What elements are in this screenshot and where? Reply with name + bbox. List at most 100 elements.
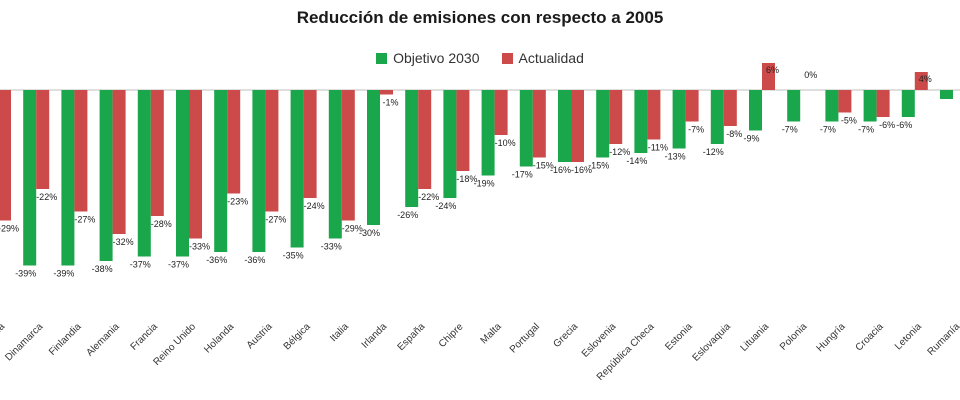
label-objetivo-16: -15%	[588, 161, 609, 171]
bar-objetivo-13	[481, 90, 495, 176]
legend-label-objetivo: Objetivo 2030	[393, 50, 480, 66]
bar-actualidad-6	[227, 90, 241, 194]
label-objetivo-8: -35%	[283, 251, 304, 261]
label-actualidad-20: 6%	[766, 65, 779, 75]
bar-actualidad-10	[380, 90, 393, 95]
bar-actualidad-13	[494, 90, 508, 135]
bar-actualidad-24	[914, 72, 928, 90]
bar-objetivo-17	[634, 90, 648, 153]
bar-objetivo-19	[710, 90, 724, 144]
label-objetivo-21: -7%	[782, 125, 798, 135]
bar-actualidad-20	[762, 63, 775, 90]
bar-objetivo-15	[558, 90, 571, 162]
bar-actualidad-23	[876, 90, 890, 117]
category-label-4: Francia	[129, 321, 161, 353]
label-actualidad-11: -22%	[418, 192, 439, 202]
bar-actualidad-3	[112, 90, 126, 234]
label-objetivo-11: -26%	[397, 210, 418, 220]
category-label-8: Bélgica	[282, 321, 313, 352]
label-objetivo-13: -19%	[474, 179, 495, 189]
bar-actualidad-16	[609, 90, 623, 144]
category-label-16: Eslovenia	[580, 321, 619, 360]
bar-actualidad-2	[74, 90, 88, 212]
label-actualidad-17: -11%	[648, 143, 668, 153]
bar-objetivo-21	[787, 90, 801, 122]
label-actualidad-23: -6%	[879, 120, 895, 130]
bar-objetivo-11	[405, 90, 419, 207]
category-label-23: Croacia	[854, 321, 886, 353]
label-actualidad-7: -27%	[265, 215, 286, 225]
bar-actualidad-15	[571, 90, 584, 162]
category-label-19: Eslovaquia	[691, 321, 734, 364]
label-objetivo-10: -30%	[359, 228, 380, 238]
category-label-6: Holanda	[202, 321, 236, 355]
bar-actualidad-4	[150, 90, 164, 216]
category-label-20: Lituania	[739, 321, 772, 354]
bar-objetivo-9	[328, 90, 342, 239]
label-actualidad-2: -27%	[74, 215, 95, 225]
bar-actualidad-18	[685, 90, 699, 122]
label-actualidad-5: -33%	[189, 242, 210, 252]
category-label-7: Austria	[245, 321, 275, 351]
category-label-3: Alemania	[84, 321, 122, 359]
bar-objetivo-2	[61, 90, 75, 266]
label-objetivo-2: -39%	[53, 269, 74, 279]
bar-objetivo-5	[176, 90, 189, 257]
category-label-10: Irlanda	[360, 321, 390, 351]
chart-title: Reducción de emisiones con respecto a 20…	[296, 8, 664, 27]
label-objetivo-23: -7%	[858, 125, 874, 135]
bar-objetivo-1	[23, 90, 37, 266]
bar-objetivo-10	[367, 90, 380, 225]
bar-objetivo-25	[940, 90, 953, 99]
bar-actualidad-19	[723, 90, 737, 126]
label-objetivo-14: -17%	[512, 170, 533, 180]
category-label-13: Malta	[479, 321, 504, 346]
bar-objetivo-23	[863, 90, 877, 122]
label-actualidad-0: -29%	[0, 224, 19, 234]
label-objetivo-19: -12%	[703, 147, 724, 157]
legend-item-objetivo: Objetivo 2030	[376, 50, 480, 66]
label-objetivo-5: -37%	[168, 260, 189, 270]
bar-actualidad-12	[456, 90, 470, 171]
label-actualidad-24: 4%	[919, 74, 932, 84]
bar-actualidad-14	[532, 90, 546, 158]
category-label-15: Grecia	[552, 321, 581, 350]
bar-objetivo-20	[749, 90, 762, 131]
bar-objetivo-22	[825, 90, 839, 122]
label-actualidad-18: -7%	[688, 125, 704, 135]
bar-actualidad-22	[838, 90, 852, 113]
bar-objetivo-16	[596, 90, 610, 158]
category-label-24: Letonia	[893, 321, 924, 352]
bar-objetivo-24	[901, 90, 915, 117]
label-actualidad-21: 0%	[804, 70, 817, 80]
bar-objetivo-8	[290, 90, 304, 248]
label-actualidad-4: -28%	[151, 219, 172, 229]
legend-swatch-actualidad	[501, 52, 513, 64]
category-label-21: Polonia	[778, 321, 810, 353]
label-objetivo-20: -9%	[743, 134, 759, 144]
label-objetivo-18: -13%	[665, 152, 686, 162]
bar-objetivo-12	[443, 90, 457, 198]
label-objetivo-24: -6%	[896, 120, 912, 130]
bar-objetivo-14	[519, 90, 533, 167]
label-actualidad-14: -15%	[533, 161, 554, 171]
legend-label-actualidad: Actualidad	[518, 50, 584, 66]
bar-actualidad-17	[647, 90, 661, 140]
category-label-11: España	[396, 321, 428, 353]
bar-objetivo-18	[672, 90, 686, 149]
category-label-9: Italia	[328, 321, 351, 344]
bar-actualidad-8	[303, 90, 317, 198]
bar-actualidad-0	[0, 90, 11, 221]
category-label-0: Suecia	[0, 321, 7, 351]
category-label-22: Hungría	[815, 321, 848, 354]
label-actualidad-22: -5%	[841, 116, 857, 126]
label-objetivo-15: -16%	[550, 165, 571, 175]
category-label-14: Portugal	[508, 321, 542, 355]
label-objetivo-1: -39%	[15, 269, 36, 279]
bar-objetivo-6	[214, 90, 228, 252]
bar-objetivo-7	[252, 90, 266, 252]
label-objetivo-17: -14%	[626, 156, 647, 166]
label-actualidad-9: -29%	[342, 224, 363, 234]
category-label-1: Dinamarca	[3, 321, 45, 363]
